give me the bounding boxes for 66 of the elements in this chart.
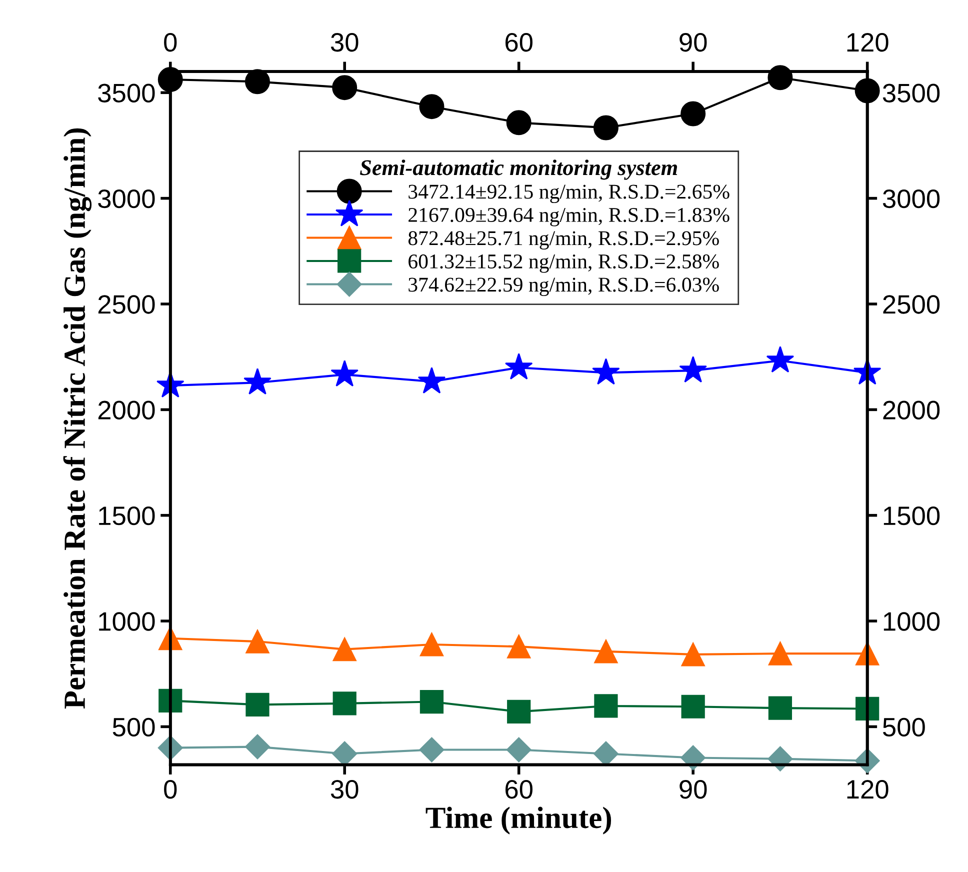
point (507, 700, 531, 724)
point (681, 694, 705, 718)
point (332, 75, 358, 100)
x-tick-label: 30 (330, 780, 358, 799)
x2-tick-label: 0 (164, 33, 177, 52)
legend-label: 3472.14±92.15 ng/min, R.S.D.=2.65% (408, 184, 730, 204)
point (592, 358, 620, 385)
y-tick-label: 3000 (98, 189, 155, 208)
x2-tick-label: 90 (680, 33, 707, 52)
x-tick-label: 120 (847, 780, 888, 799)
point (679, 356, 707, 382)
point (244, 368, 272, 395)
y-tick-label: 2500 (98, 295, 155, 314)
y-tick-label: 1500 (99, 506, 155, 526)
point (506, 737, 532, 762)
point (768, 746, 793, 772)
point (768, 696, 792, 720)
y-tick-label: 2000 (98, 400, 155, 420)
x-tick-label: 0 (164, 780, 177, 799)
point (504, 353, 533, 380)
x-axis-title: Time (minute) (426, 806, 612, 834)
y2-tick-label: 3000 (882, 189, 940, 208)
point (594, 640, 618, 664)
x2-tick-label: 120 (847, 33, 888, 52)
point (506, 110, 532, 136)
legend-label: 374.62±22.59 ng/min, R.S.D.=6.03% (408, 278, 719, 296)
legend-label: 2167.09±39.64 ng/min, R.S.D.=1.83% (408, 208, 730, 226)
point (768, 642, 792, 666)
point (246, 630, 270, 654)
point (420, 632, 444, 656)
point (680, 745, 706, 770)
point (419, 737, 444, 762)
point (681, 642, 705, 666)
y-axis-title: Permeation Rate of Nitric Acid Gas (ng/min) (63, 128, 92, 709)
y2-tick-label: 3500 (882, 84, 940, 102)
y2-tick-label: 1000 (884, 612, 940, 631)
y2-tick-label: 1500 (884, 506, 940, 526)
point (507, 634, 531, 658)
point (593, 741, 618, 766)
y2-tick-label: 500 (882, 718, 925, 737)
y2-tick-label: 2500 (883, 295, 940, 314)
point (332, 638, 356, 662)
point (332, 692, 356, 716)
x2-tick-label: 60 (506, 33, 532, 52)
point (420, 690, 444, 714)
y2-tick-label: 2000 (883, 400, 940, 420)
y-tick-label: 3500 (98, 84, 155, 102)
point (680, 101, 706, 126)
x-tick-label: 60 (506, 780, 532, 799)
point (766, 346, 794, 373)
point (418, 366, 446, 394)
point (245, 734, 270, 760)
y-tick-label: 1000 (99, 612, 155, 631)
point (244, 69, 270, 94)
point (593, 115, 618, 140)
point (246, 692, 270, 717)
point (594, 694, 618, 718)
legend-label: 601.32±15.52 ng/min, R.S.D.=2.58% (408, 254, 719, 273)
x2-tick-label: 30 (330, 33, 358, 52)
legend-title: Semi-automatic monitoring system (360, 160, 678, 180)
point (419, 94, 444, 120)
y-tick-label: 500 (112, 718, 155, 737)
point (330, 360, 359, 387)
x-tick-label: 90 (680, 780, 707, 799)
legend-label: 872.48±25.71 ng/min, R.S.D.=2.95% (408, 231, 719, 250)
point (332, 741, 358, 766)
